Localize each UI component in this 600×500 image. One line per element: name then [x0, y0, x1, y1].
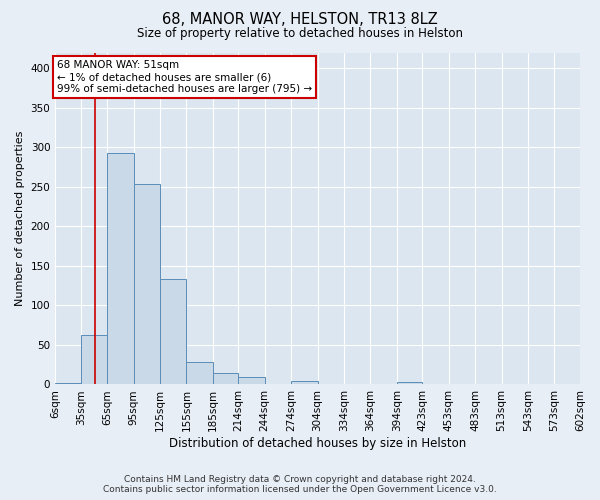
Bar: [291, 380, 317, 384]
Text: Size of property relative to detached houses in Helston: Size of property relative to detached ho…: [137, 28, 463, 40]
Bar: [187, 362, 213, 384]
Bar: [397, 382, 422, 384]
Bar: [55, 383, 81, 384]
Text: Contains HM Land Registry data © Crown copyright and database right 2024.
Contai: Contains HM Land Registry data © Crown c…: [103, 474, 497, 494]
Text: 68, MANOR WAY, HELSTON, TR13 8LZ: 68, MANOR WAY, HELSTON, TR13 8LZ: [162, 12, 438, 28]
Bar: [107, 153, 134, 384]
Bar: [81, 336, 107, 384]
Bar: [134, 184, 160, 384]
Bar: [160, 280, 187, 384]
Bar: [238, 376, 265, 384]
Y-axis label: Number of detached properties: Number of detached properties: [15, 131, 25, 306]
X-axis label: Distribution of detached houses by size in Helston: Distribution of detached houses by size …: [169, 437, 466, 450]
Bar: [213, 372, 238, 384]
Text: 68 MANOR WAY: 51sqm
← 1% of detached houses are smaller (6)
99% of semi-detached: 68 MANOR WAY: 51sqm ← 1% of detached hou…: [57, 60, 312, 94]
